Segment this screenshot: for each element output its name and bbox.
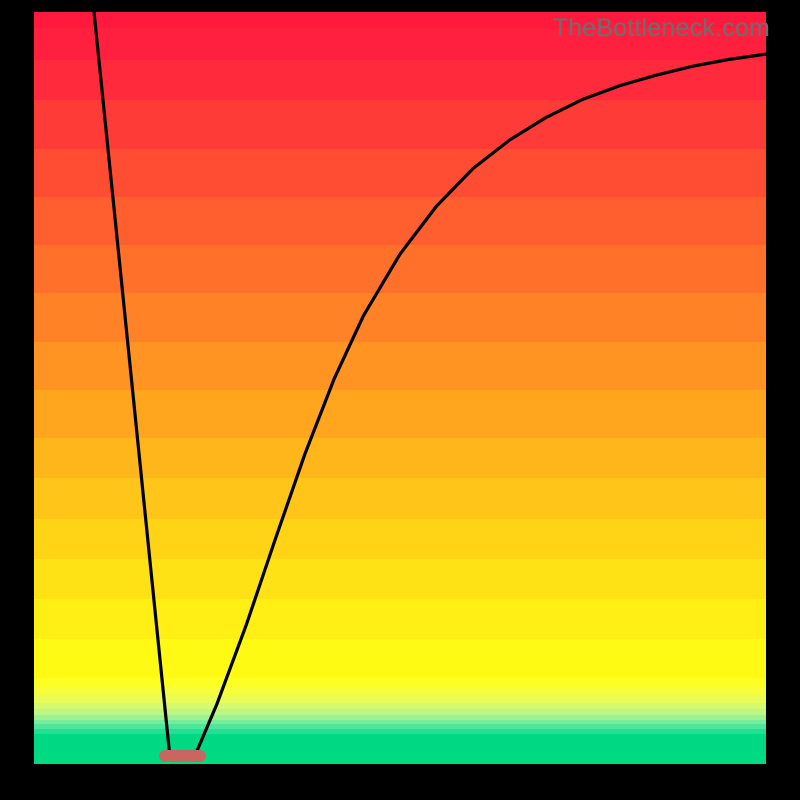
chart-frame: TheBottleneck.com xyxy=(0,0,800,800)
optimum-marker xyxy=(159,750,206,762)
bottleneck-curve xyxy=(34,12,766,764)
plot-area xyxy=(34,12,766,764)
watermark-text: TheBottleneck.com xyxy=(553,14,770,43)
